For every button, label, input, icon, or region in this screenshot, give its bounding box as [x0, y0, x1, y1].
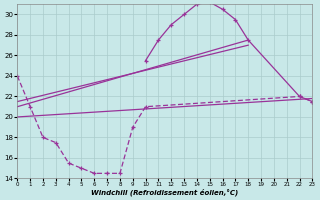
- X-axis label: Windchill (Refroidissement éolien,°C): Windchill (Refroidissement éolien,°C): [91, 188, 238, 196]
